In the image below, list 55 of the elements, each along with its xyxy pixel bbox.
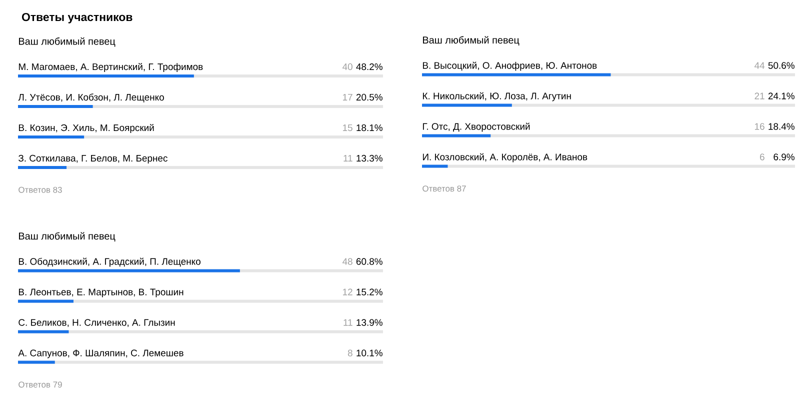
data-label: 15.2%: [356, 288, 382, 296]
category-label: И. Козловский, А. Королёв, А. Иванов: [422, 153, 588, 162]
bar: [422, 104, 512, 107]
bar: [18, 330, 69, 334]
bar: [18, 360, 55, 364]
category-label: З. Соткилава, Г. Белов, М. Бернес: [18, 154, 168, 164]
data-label: 60.8%: [356, 258, 382, 265]
text: Ответов 83: [18, 186, 62, 193]
data-label: 20.5%: [356, 94, 382, 101]
data-label: 6.9%: [774, 154, 794, 160]
category-label: К. Никольский, Ю. Лоза, Л. Агутин: [422, 92, 571, 102]
annotation: 15: [342, 124, 352, 132]
data-label: 10.1%: [356, 350, 382, 356]
bar: [422, 134, 491, 138]
bar: [422, 73, 611, 76]
bar: [18, 104, 93, 108]
category-label: В. Леонтьев, Е. Мартынов, В. Трошин: [18, 288, 184, 298]
data-label: 13.9%: [356, 319, 382, 326]
data-label: 48.2%: [356, 63, 382, 70]
text: Ответов 87: [422, 186, 466, 192]
data-label: 18.1%: [356, 124, 382, 132]
bar: [18, 166, 67, 169]
category-label: М. Магомаев, А. Вертинский, Г. Трофимов: [18, 62, 203, 72]
annotation: 11: [344, 154, 352, 162]
data-label: 13.3%: [356, 154, 382, 162]
annotation: 8: [348, 350, 352, 356]
data-label: 18.4%: [768, 123, 794, 130]
category-label: В. Высоцкий, О. Анофриев, Ю. Антонов: [422, 62, 597, 71]
text: Ответы участников: [22, 12, 132, 24]
annotation: 40: [342, 63, 352, 70]
category-label: С. Беликов, Н. Сличенко, А. Глызин: [18, 319, 175, 327]
text: Ответов 79: [18, 382, 62, 388]
chart-title: Ваш любимый певец: [19, 37, 116, 47]
bar: [422, 164, 448, 168]
annotation: 21: [754, 92, 764, 100]
data-label: 24.1%: [768, 92, 794, 100]
category-label: В. Ободзинский, А. Градский, П. Лещенко: [18, 258, 200, 267]
category-label: А. Сапунов, Ф. Шаляпин, С. Лемешев: [18, 350, 184, 358]
chart-title: Ваш любимый певец: [423, 36, 520, 46]
bar: [18, 269, 240, 272]
bar: [18, 74, 194, 78]
annotation: 11: [344, 319, 352, 326]
bar: [18, 300, 74, 303]
category-label: Л. Утёсов, И. Кобзон, Л. Лещенко: [18, 94, 164, 102]
annotation: 17: [342, 94, 352, 100]
chart-title: Ваш любимый певец: [19, 232, 116, 242]
annotation: 16: [755, 123, 764, 130]
annotation: 12: [342, 288, 352, 296]
annotation: 48: [342, 258, 352, 265]
annotation: 44: [754, 62, 765, 69]
annotation: 6: [760, 154, 764, 160]
category-label: Г. Отс, Д. Хворостовский: [422, 122, 530, 132]
bar: [18, 135, 84, 138]
data-label: 50.6%: [768, 62, 794, 69]
category-label: В. Козин, Э. Хиль, М. Боярский: [18, 124, 154, 133]
